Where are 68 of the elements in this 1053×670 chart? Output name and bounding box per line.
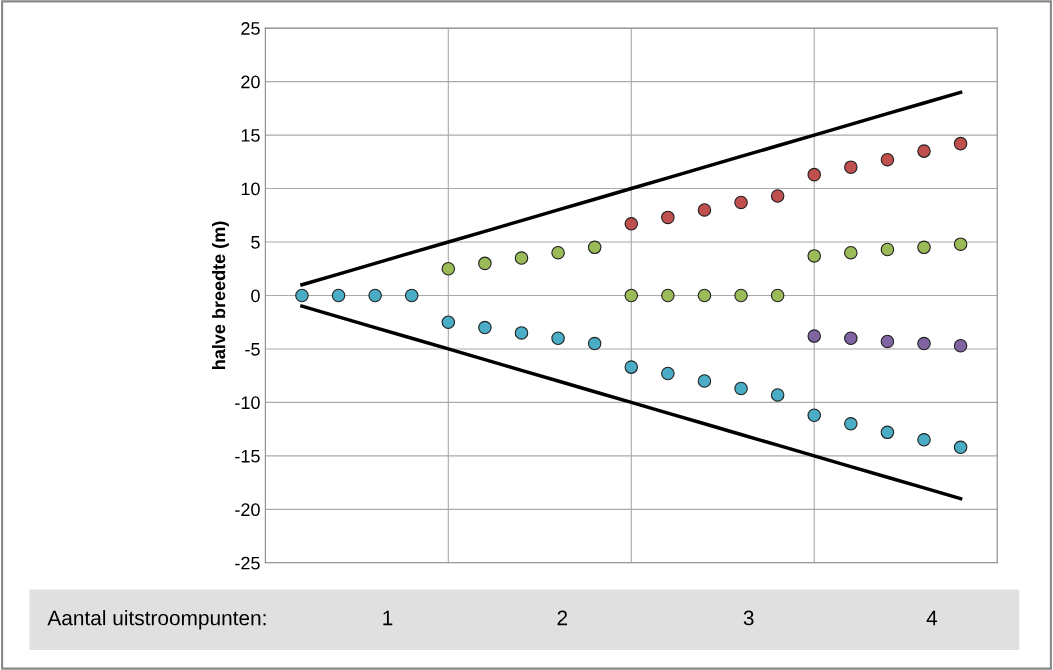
point [441,261,456,276]
point [551,245,565,260]
text: 3 [743,610,754,626]
point [514,326,529,340]
point [807,249,821,263]
y-tick-label: 10 [241,182,260,196]
point [514,251,529,265]
y-tick-label: -10 [235,396,260,410]
point [770,388,785,402]
point [953,237,968,251]
point [697,203,712,217]
point [734,288,748,303]
point [587,336,602,351]
y-tick-label: 20 [241,75,260,89]
point [880,242,895,257]
point [478,256,492,271]
y-tick-label: 0 [251,289,260,303]
point [880,334,895,349]
y-tick-label: -25 [235,556,260,570]
point [368,288,382,303]
point [953,440,968,455]
point [295,288,309,303]
point [880,152,895,167]
point [441,315,456,329]
point [770,288,785,303]
point [404,288,419,303]
y-tick-label: -5 [245,343,260,356]
point [953,338,968,353]
point [551,331,565,346]
point [844,417,858,431]
point [807,329,821,343]
point [697,288,712,303]
point [697,374,712,388]
line-series [300,90,963,287]
y-tick-label: 5 [251,236,260,249]
point [953,136,968,151]
y-axis-title: halve breedte (m) [212,221,229,369]
point [587,240,602,255]
point [807,408,821,422]
point [917,144,931,158]
point [880,425,895,440]
point [734,195,748,210]
text: Aantal uitstroompunten: [47,610,266,630]
point [917,433,931,447]
point [917,336,931,351]
y-tick-label: 15 [241,129,260,142]
point [770,189,785,203]
text: 1 [383,610,393,626]
point [844,331,858,346]
point [624,360,639,374]
y-tick-label: -20 [235,503,260,517]
text: 4 [926,610,938,626]
point [807,167,821,182]
point [917,240,931,255]
point [844,160,858,174]
y-tick-label: 25 [241,22,260,35]
point [734,381,748,396]
point [478,320,492,335]
point [661,288,675,303]
y-tick-label: -15 [235,449,260,463]
text: 2 [557,610,568,626]
point [624,288,639,303]
line-series [300,304,963,501]
point [331,288,346,303]
point [661,210,675,225]
point [661,366,675,381]
point [624,217,639,231]
point [844,245,858,260]
